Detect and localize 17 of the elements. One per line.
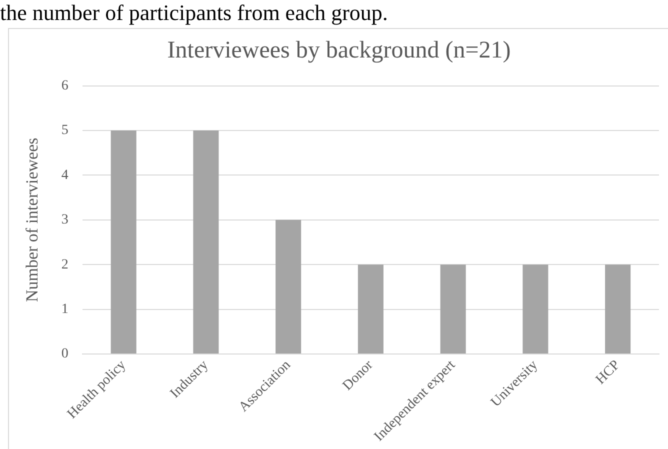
y-axis-title: Number of interviewees — [22, 138, 42, 302]
y-tick-label: 4 — [61, 168, 68, 183]
bar — [193, 130, 219, 354]
y-tick-label: 6 — [61, 78, 68, 94]
y-tick-label: 0 — [61, 346, 68, 362]
text: the number of participants from each group. — [0, 0, 388, 26]
y-tick-label: 5 — [61, 123, 68, 138]
bar — [605, 264, 631, 354]
bar — [110, 130, 136, 354]
bar — [440, 264, 466, 354]
bar — [522, 264, 548, 354]
y-tick-label: 3 — [61, 212, 68, 228]
bar — [276, 220, 302, 354]
chart-title: Interviewees by background (n=21) — [167, 38, 511, 64]
bar — [358, 264, 384, 354]
y-tick-label: 1 — [61, 302, 68, 317]
y-tick-label: 2 — [61, 257, 68, 272]
